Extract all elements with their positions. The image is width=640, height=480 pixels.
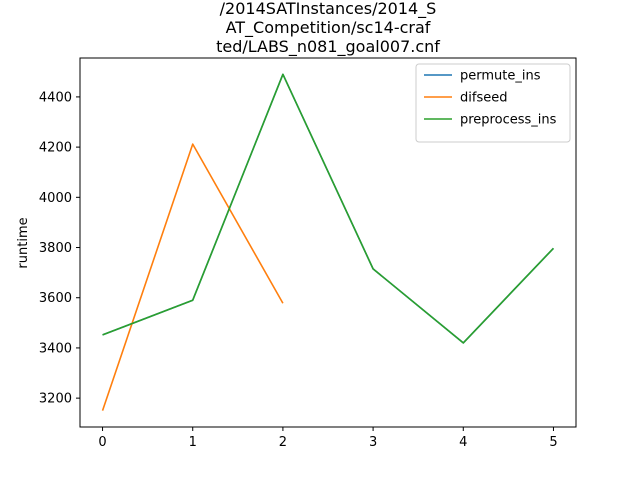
plot-series [101,73,555,411]
y-axis-label: runtime [16,217,31,268]
chart-title-line-3: ted/LABS_n081_goal007.cnf [216,37,440,57]
y-tick-label: 3800 [39,241,72,256]
x-tick-label: 0 [98,435,106,450]
x-axis-ticks: 0 1 2 3 4 5 [98,427,558,450]
x-tick-label: 4 [459,435,467,450]
y-tick-label: 4000 [39,191,72,206]
legend-label-preprocess-ins: preprocess_ins [460,113,557,128]
legend-box [415,63,571,143]
x-tick-label: 2 [279,435,287,450]
y-tick-label: 4200 [39,141,72,156]
y-tick-label: 3600 [39,291,72,306]
plot-area-frame [79,57,577,428]
chart-title-line-2: AT_Competition/sc14-craf [226,18,431,38]
y-axis-ticks: 3200 3400 3600 3800 4000 4200 4400 [39,90,80,407]
legend-label-permute-ins: permute_ins [460,69,541,84]
chart-title: /2014SATInstances/2014_S AT_Competition/… [216,0,440,57]
y-tick-label: 3400 [39,341,72,356]
x-tick-label: 5 [549,435,557,450]
series-line-difseed [101,143,284,411]
chart-title-line-1: /2014SATInstances/2014_S [220,0,437,19]
x-tick-label: 1 [189,435,197,450]
legend-label-difseed: difseed [460,91,507,106]
series-line-preprocess-ins [102,73,555,344]
y-tick-label: 4400 [39,90,72,105]
x-tick-label: 3 [369,435,377,450]
y-tick-label: 3200 [39,392,72,407]
